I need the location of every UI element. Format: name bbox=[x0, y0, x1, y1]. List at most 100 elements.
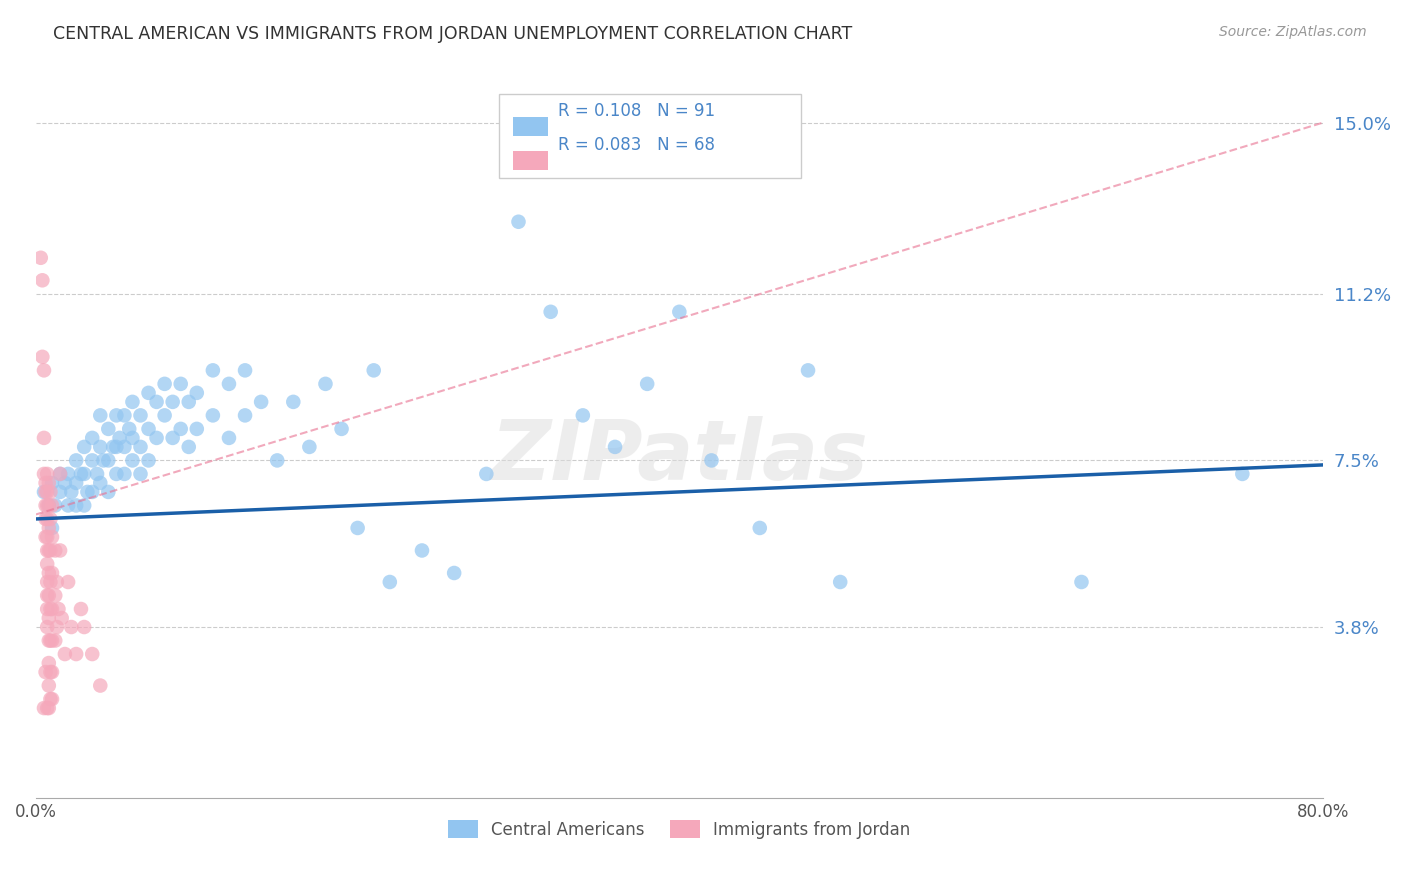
Point bbox=[56, 467, 79, 481]
Text: R = 0.108   N = 91: R = 0.108 N = 91 bbox=[558, 102, 716, 120]
Point bbox=[65, 647, 87, 661]
Point bbox=[37, 512, 59, 526]
Point bbox=[37, 543, 59, 558]
Point bbox=[89, 409, 111, 423]
Point bbox=[41, 530, 63, 544]
Point bbox=[145, 431, 167, 445]
Point bbox=[37, 602, 59, 616]
Point bbox=[118, 422, 141, 436]
Point bbox=[53, 475, 76, 490]
Point bbox=[1070, 574, 1092, 589]
Point bbox=[283, 395, 305, 409]
Point bbox=[363, 363, 385, 377]
Point bbox=[250, 395, 273, 409]
Point bbox=[218, 376, 240, 391]
Point bbox=[32, 701, 55, 715]
Point bbox=[44, 633, 66, 648]
Point bbox=[41, 475, 63, 490]
Point bbox=[411, 543, 433, 558]
Point bbox=[298, 440, 321, 454]
Point bbox=[105, 409, 128, 423]
Point bbox=[37, 701, 59, 715]
Point bbox=[797, 363, 820, 377]
Point bbox=[108, 431, 131, 445]
Point bbox=[38, 543, 60, 558]
Point bbox=[38, 499, 60, 513]
Point bbox=[38, 521, 60, 535]
Point bbox=[748, 521, 770, 535]
Point bbox=[112, 467, 135, 481]
Point bbox=[700, 453, 723, 467]
Point bbox=[31, 273, 53, 287]
Point bbox=[37, 484, 59, 499]
Point bbox=[76, 484, 98, 499]
Point bbox=[112, 409, 135, 423]
Point bbox=[70, 602, 93, 616]
Point bbox=[37, 530, 59, 544]
Point bbox=[34, 512, 56, 526]
Point bbox=[121, 453, 143, 467]
Point bbox=[186, 385, 208, 400]
Point bbox=[37, 467, 59, 481]
Point bbox=[39, 512, 62, 526]
Point bbox=[153, 409, 176, 423]
Point bbox=[129, 409, 152, 423]
Point bbox=[56, 574, 79, 589]
Point bbox=[346, 521, 368, 535]
Point bbox=[153, 376, 176, 391]
Point bbox=[34, 484, 56, 499]
Point bbox=[186, 422, 208, 436]
Point bbox=[34, 665, 56, 679]
Point bbox=[86, 467, 108, 481]
Point bbox=[73, 440, 96, 454]
Point bbox=[51, 611, 73, 625]
Point bbox=[636, 376, 658, 391]
Point bbox=[32, 363, 55, 377]
Point bbox=[32, 467, 55, 481]
Point bbox=[443, 566, 465, 580]
Point bbox=[138, 453, 160, 467]
Point bbox=[105, 467, 128, 481]
Text: R = 0.083   N = 68: R = 0.083 N = 68 bbox=[558, 136, 716, 153]
Point bbox=[170, 376, 193, 391]
Point bbox=[97, 484, 120, 499]
Point bbox=[41, 692, 63, 706]
Point bbox=[44, 589, 66, 603]
Point bbox=[177, 395, 200, 409]
Point bbox=[314, 376, 336, 391]
Point bbox=[38, 701, 60, 715]
Point bbox=[475, 467, 498, 481]
Point bbox=[49, 467, 72, 481]
Point bbox=[41, 602, 63, 616]
Point bbox=[177, 440, 200, 454]
Point bbox=[218, 431, 240, 445]
Point bbox=[65, 475, 87, 490]
Text: ZIPatlas: ZIPatlas bbox=[491, 416, 869, 497]
Point bbox=[44, 543, 66, 558]
Point bbox=[145, 395, 167, 409]
Legend: Central Americans, Immigrants from Jordan: Central Americans, Immigrants from Jorda… bbox=[441, 814, 917, 846]
Point bbox=[97, 422, 120, 436]
Point bbox=[41, 633, 63, 648]
Point bbox=[37, 557, 59, 571]
Point bbox=[48, 602, 70, 616]
Point bbox=[129, 467, 152, 481]
Point bbox=[32, 431, 55, 445]
Point bbox=[97, 453, 120, 467]
Point bbox=[45, 620, 67, 634]
Point bbox=[60, 484, 83, 499]
Point bbox=[49, 543, 72, 558]
Point bbox=[82, 647, 104, 661]
Point bbox=[89, 440, 111, 454]
Point bbox=[89, 475, 111, 490]
Point bbox=[37, 589, 59, 603]
Point bbox=[82, 453, 104, 467]
Point bbox=[73, 499, 96, 513]
Point bbox=[53, 647, 76, 661]
Point bbox=[266, 453, 288, 467]
Point bbox=[233, 363, 256, 377]
Point bbox=[39, 543, 62, 558]
Point bbox=[233, 409, 256, 423]
Point bbox=[572, 409, 595, 423]
Point bbox=[38, 656, 60, 670]
